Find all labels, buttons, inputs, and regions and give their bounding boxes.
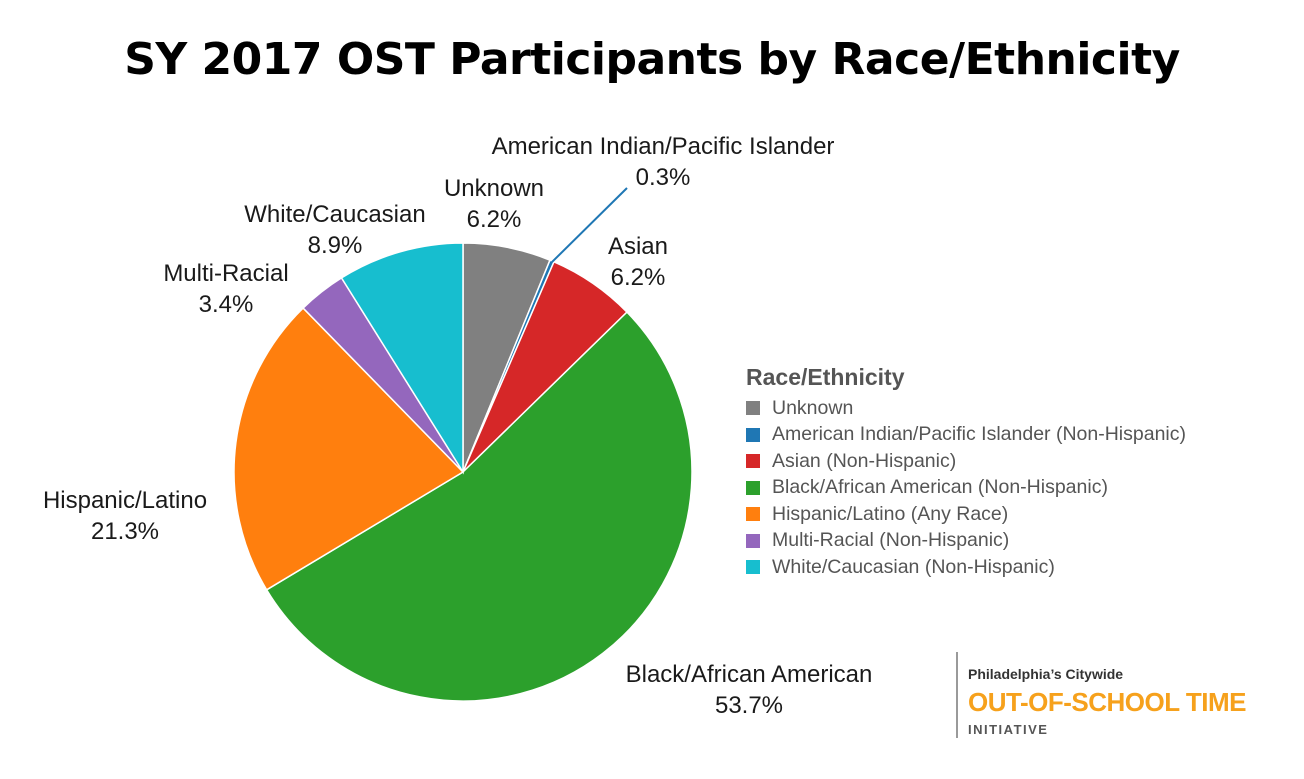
legend-swatch [746,533,760,548]
legend-swatch [746,560,760,575]
logo-line3: INITIATIVE [968,722,1049,737]
label-black-african-american: Black/African American [626,661,873,688]
pie-slices [233,242,693,702]
slice-black-african-american [265,311,693,702]
label-hispanic-latino: Hispanic/Latino [43,487,207,514]
legend-label: American Indian/Pacific Islander (Non-Hi… [772,423,1187,446]
legend-item-multi-racial: Multi-Racial (Non-Hispanic) [746,528,1186,555]
value-american-indian-pacific-islander: 0.3% [636,164,691,191]
leader-american-indian-pacific-islander [550,187,628,264]
label-multi-racial: Multi-Racial [163,260,288,287]
legend-swatch [746,427,760,442]
legend-label: White/Caucasian (Non-Hispanic) [772,555,1055,578]
value-black-african-american: 53.7% [715,692,783,719]
logo-line2: OUT-OF-SCHOOL TIME [968,687,1246,717]
legend: Race/Ethnicity Unknown American Indian/Pa… [746,364,1186,581]
logo-divider [956,652,958,738]
value-asian: 6.2% [611,264,666,291]
legend-item-unknown: Unknown [746,395,1186,422]
legend-swatch [746,480,760,495]
logo-line1: Philadelphia’s Citywide [968,666,1124,682]
legend-item-black-african-american: Black/African American (Non-Hispanic) [746,475,1186,502]
legend-title: Race/Ethnicity [746,364,905,390]
value-multi-racial: 3.4% [199,291,254,318]
legend-swatch [746,507,760,522]
legend-label: Hispanic/Latino (Any Race) [772,502,1009,525]
legend-swatch [746,401,760,416]
legend-item-asian: Asian (Non-Hispanic) [746,448,1186,475]
legend-label: Asian (Non-Hispanic) [772,449,957,472]
leader-lines [550,187,628,264]
value-white-caucasian: 8.9% [308,232,363,259]
label-unknown: Unknown [444,175,544,202]
legend-label: Unknown [772,396,854,419]
value-hispanic-latino: 21.3% [91,518,159,545]
legend-items: Unknown American Indian/Pacific Islander … [746,395,1186,581]
slice-labels: Unknown 6.2% American Indian/Pacific Islan… [43,133,872,719]
legend-item-american-indian-pacific-islander: American Indian/Pacific Islander (Non-Hi… [746,422,1186,449]
label-american-indian-pacific-islander: American Indian/Pacific Islander [492,133,835,160]
value-unknown: 6.2% [467,206,522,233]
label-white-caucasian: White/Caucasian [244,201,425,228]
legend-swatch [746,454,760,469]
label-asian: Asian [608,233,668,260]
legend-item-hispanic-latino: Hispanic/Latino (Any Race) [746,501,1186,528]
chart-title: SY 2017 OST Participants by Race/Ethnici… [124,34,1180,85]
legend-label: Black/African American (Non-Hispanic) [772,476,1108,499]
legend-item-white-caucasian: White/Caucasian (Non-Hispanic) [746,554,1186,581]
slice-white-caucasian [340,242,464,475]
legend-label: Multi-Racial (Non-Hispanic) [772,529,1010,552]
slice-hispanic-latino [233,306,465,591]
